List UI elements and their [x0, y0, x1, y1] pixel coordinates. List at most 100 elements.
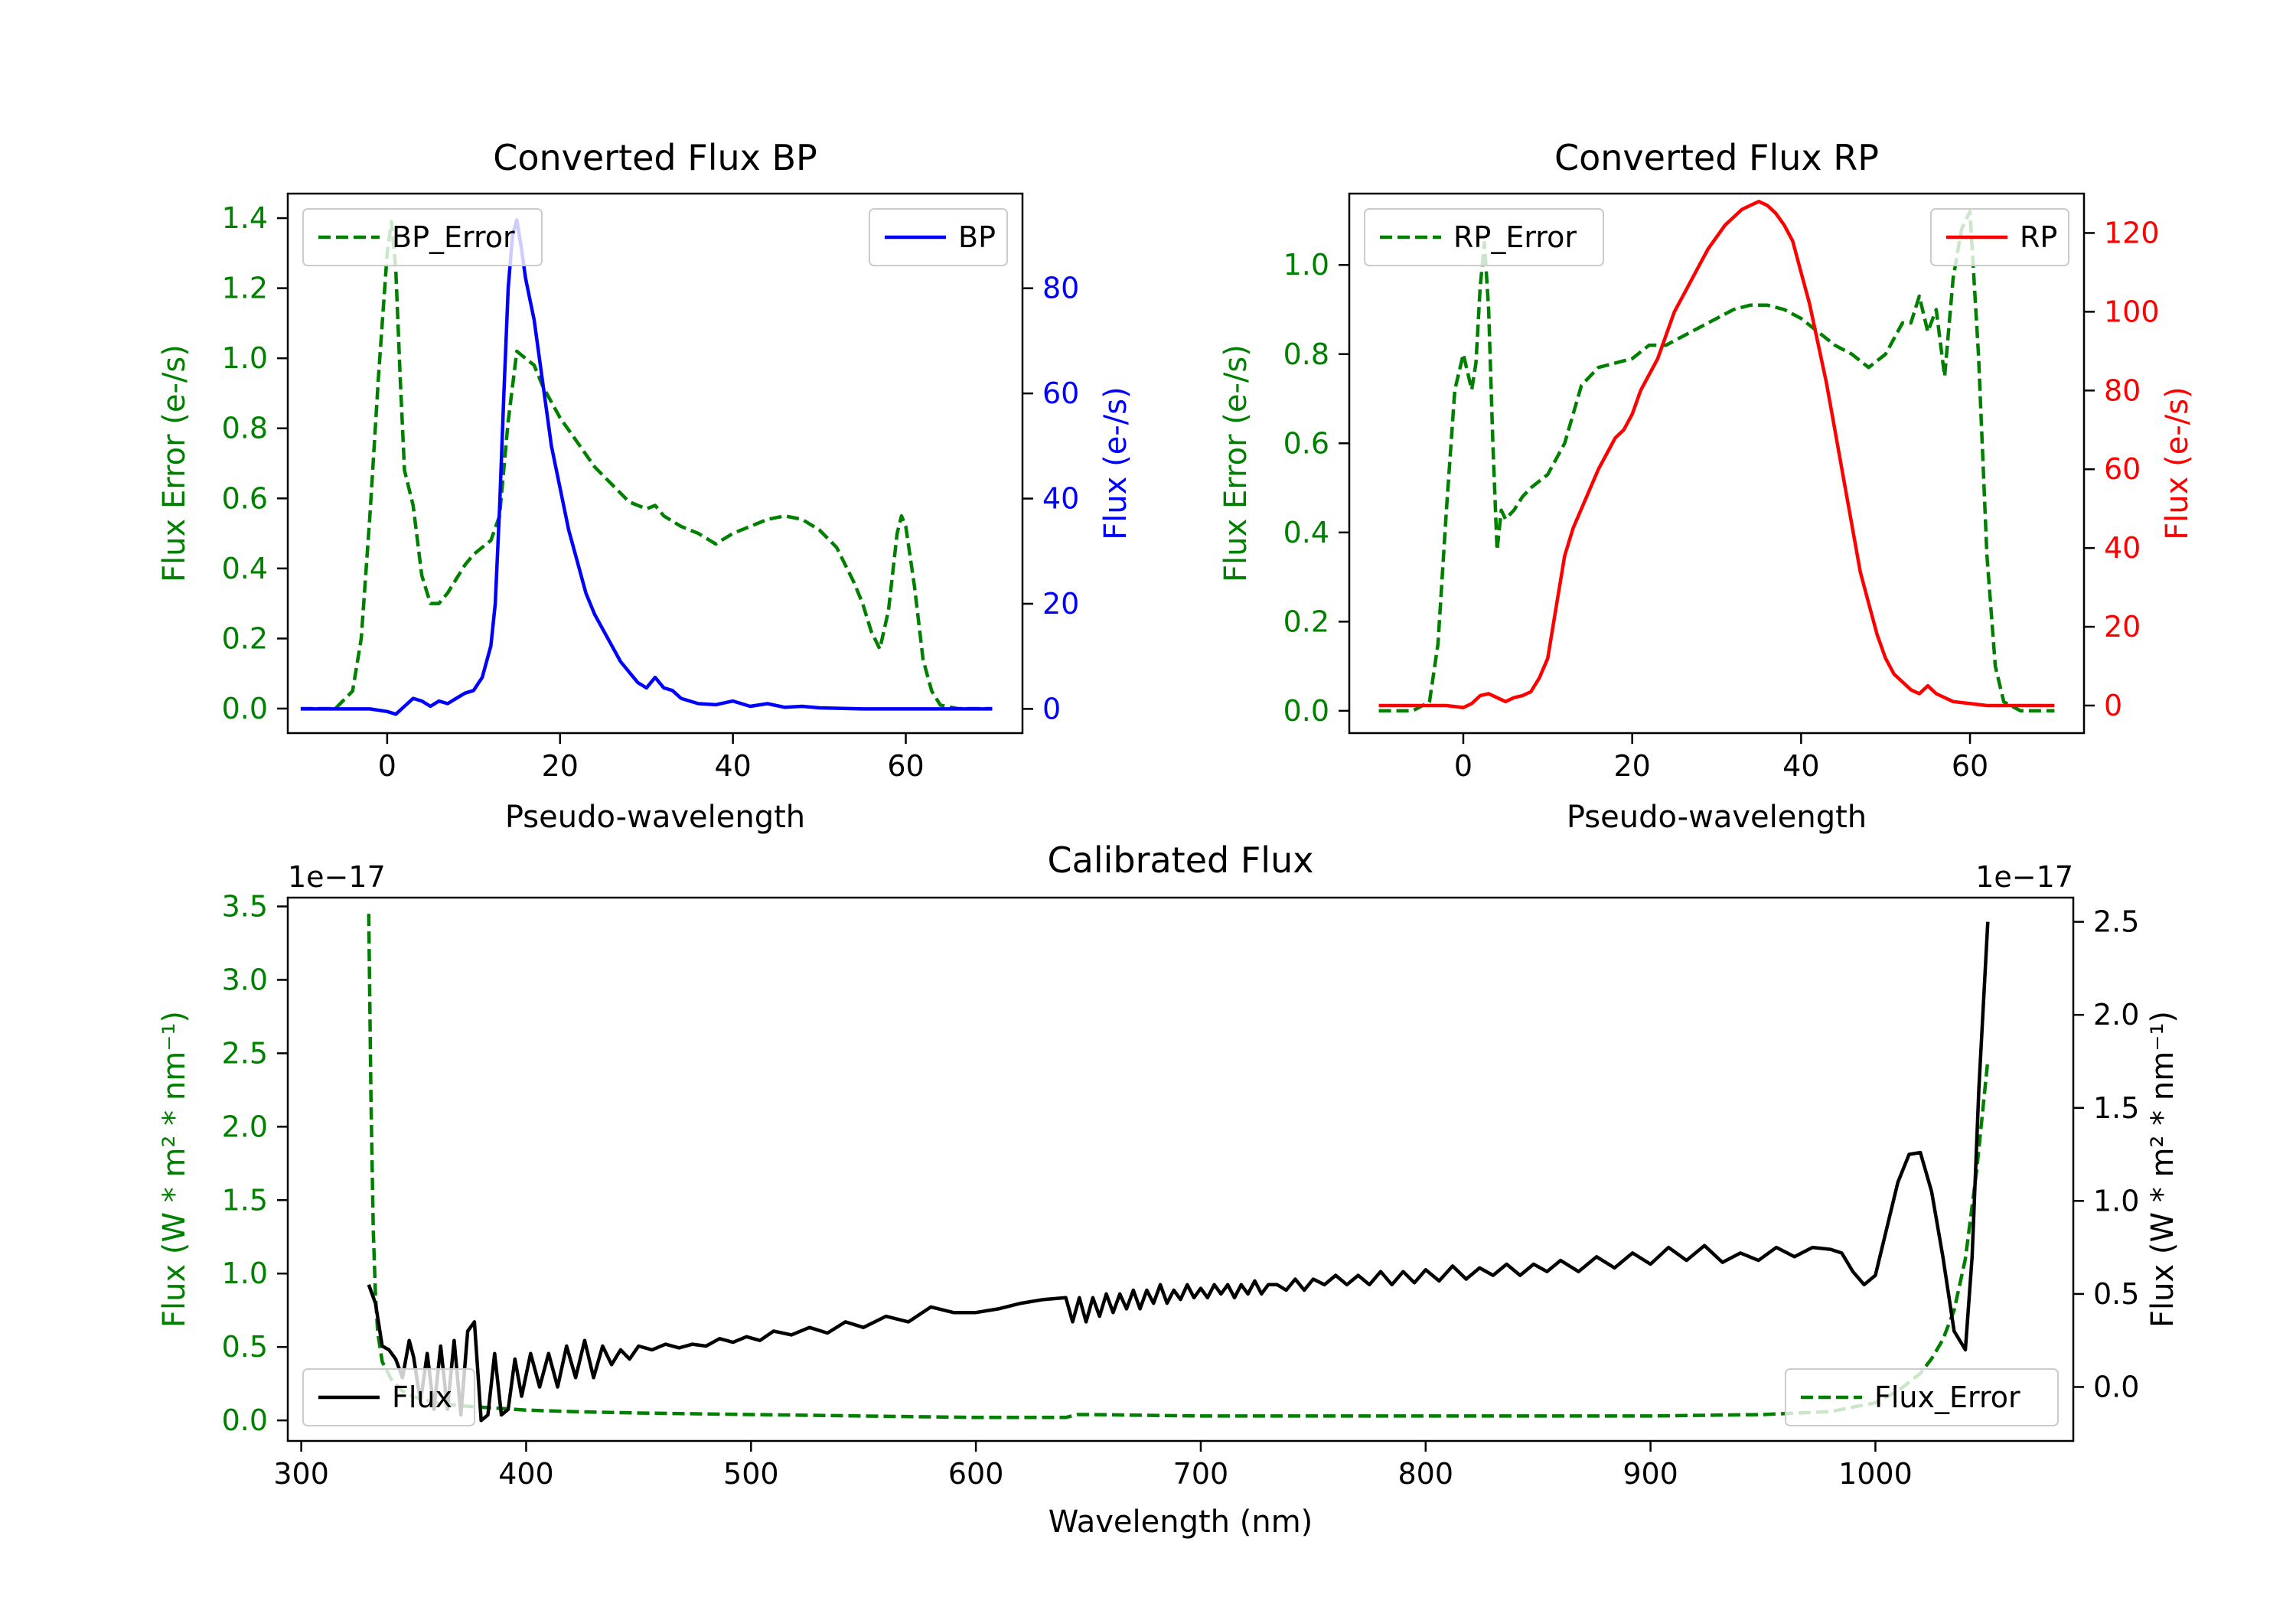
legend-box	[302, 208, 543, 266]
y-left-tick-label: 0.4	[222, 552, 268, 585]
legend-flux: RP	[1930, 208, 2069, 266]
y-right-axis-label: Flux (W * m² * nm⁻¹)	[2145, 1011, 2180, 1328]
legend-error: BP_Error	[302, 208, 543, 266]
series-line-rp-error	[1378, 210, 2055, 713]
y-right-tick-label: 0.0	[2093, 1370, 2139, 1403]
y-right-tick-label: 1.0	[2093, 1184, 2139, 1217]
legend-label: BP	[958, 220, 996, 254]
y-right-tick-label: 60	[2104, 452, 2141, 486]
x-axis-label: Wavelength (nm)	[1049, 1504, 1313, 1540]
x-tick-label: 40	[714, 749, 751, 783]
x-tick-label: 400	[498, 1457, 554, 1491]
series-line-rp	[1378, 200, 2055, 709]
y-left-tick-label: 1.0	[1283, 248, 1329, 282]
legend-box	[302, 1368, 475, 1426]
chart-panel-2: Converted Flux RP 0 20 40 60 Pseudo-wavelengt…	[1218, 137, 2195, 835]
y-right-tick-label: 0	[2104, 689, 2122, 722]
axes-frame	[286, 896, 2075, 1442]
y-right-tick-label: 100	[2104, 295, 2160, 328]
y-right-tick-label: 60	[1042, 376, 1079, 410]
y-left-tick-label: 0.2	[1283, 605, 1329, 638]
plot-area	[300, 218, 993, 716]
y-left-tick-label: 1.5	[222, 1183, 268, 1217]
x-tick-label: 20	[1613, 749, 1650, 783]
y-right-tick-label: 1.5	[2093, 1091, 2139, 1125]
x-tick-label: 60	[887, 749, 924, 783]
y-left-axis-label: Flux (W * m² * nm⁻¹)	[157, 1011, 192, 1328]
chart-title: Converted Flux RP	[1554, 137, 1879, 178]
legend-label: RP_Error	[1453, 220, 1577, 254]
y-right-tick-label: 20	[1042, 587, 1079, 621]
y-left-tick-label: 3.0	[222, 963, 268, 996]
x-tick-label: 60	[1952, 749, 1988, 783]
x-tick-label: 0	[378, 749, 396, 783]
legend-box	[1785, 1368, 2059, 1426]
y-left-tick-label: 1.2	[222, 272, 268, 305]
series-line-flux	[367, 921, 1990, 1423]
x-tick-label: 40	[1782, 749, 1819, 783]
legend-error: RP_Error	[1364, 208, 1604, 266]
plot-area	[1378, 200, 2055, 713]
legend-flux: BP	[869, 208, 1008, 266]
legend-box	[1364, 208, 1604, 266]
y-right-tick-label: 40	[2104, 531, 2141, 565]
legend-label: RP	[2020, 220, 2057, 254]
y-left-tick-label: 1.4	[222, 201, 268, 235]
y-left-tick-label: 0.0	[222, 692, 268, 725]
y-right-tick-label: 120	[2104, 216, 2160, 249]
y-right-tick-label: 20	[2104, 610, 2141, 644]
y-left-tick-label: 0.2	[222, 621, 268, 655]
x-tick-label: 1000	[1838, 1457, 1913, 1491]
y-left-tick-label: 0.0	[222, 1403, 268, 1437]
axes-frame	[1348, 192, 2086, 735]
y-left-offset-text: 1e−17	[288, 860, 386, 894]
legend-label: Flux_Error	[1874, 1380, 2020, 1414]
series-line-bp-error	[300, 220, 993, 711]
axes-frame	[286, 192, 1024, 735]
chart-title: Converted Flux BP	[493, 137, 817, 178]
legend-label: Flux	[392, 1380, 452, 1414]
y-left-tick-label: 0.4	[1283, 516, 1329, 549]
y-left-tick-label: 1.0	[222, 341, 268, 375]
y-left-tick-label: 2.5	[222, 1036, 268, 1070]
x-axis-label: Pseudo-wavelength	[1567, 800, 1867, 835]
chart-panel-1: Converted Flux BP 0 20 40 60 Pseudo-wavelengt…	[157, 137, 1133, 835]
x-tick-label: 0	[1454, 749, 1473, 783]
y-right-tick-label: 2.0	[2093, 998, 2139, 1032]
y-right-tick-label: 2.5	[2093, 905, 2139, 939]
x-tick-label: 300	[273, 1457, 329, 1491]
y-right-tick-label: 80	[1042, 272, 1079, 305]
chart-panel-3: Calibrated Flux 300 400 500 600 700 800 900 1000…	[157, 839, 2180, 1540]
y-right-axis-label: Flux (e-/s)	[2160, 386, 2195, 539]
y-left-axis-label: Flux Error (e-/s)	[1218, 344, 1254, 582]
y-right-tick-label: 80	[2104, 373, 2141, 407]
y-right-tick-label: 40	[1042, 482, 1079, 516]
legend-flux: Flux	[302, 1368, 475, 1426]
x-tick-label: 600	[948, 1457, 1004, 1491]
y-right-offset-text: 1e−17	[1975, 860, 2073, 894]
y-left-tick-label: 2.0	[222, 1110, 268, 1143]
y-left-tick-label: 0.8	[1283, 337, 1329, 371]
y-left-tick-label: 3.5	[222, 890, 268, 924]
y-right-tick-label: 0.5	[2093, 1277, 2139, 1311]
x-tick-label: 800	[1398, 1457, 1454, 1491]
legend-error: Flux_Error	[1785, 1368, 2059, 1426]
y-left-tick-label: 0.6	[222, 481, 268, 515]
x-axis-label: Pseudo-wavelength	[505, 800, 805, 835]
legend-label: BP_Error	[392, 220, 515, 254]
y-left-tick-label: 0.5	[222, 1330, 268, 1364]
x-tick-label: 700	[1173, 1457, 1229, 1491]
y-left-axis-label: Flux Error (e-/s)	[157, 344, 192, 582]
x-tick-label: 20	[542, 749, 579, 783]
y-left-tick-label: 0.8	[222, 412, 268, 445]
series-line-bp	[300, 218, 993, 716]
x-tick-label: 900	[1623, 1457, 1678, 1491]
y-right-tick-label: 0	[1042, 692, 1061, 725]
y-right-axis-label: Flux (e-/s)	[1098, 386, 1133, 539]
y-left-tick-label: 0.6	[1283, 426, 1329, 460]
y-left-tick-label: 0.0	[1283, 694, 1329, 728]
x-tick-label: 500	[723, 1457, 779, 1491]
y-left-tick-label: 1.0	[222, 1257, 268, 1290]
chart-title: Calibrated Flux	[1048, 839, 1314, 881]
